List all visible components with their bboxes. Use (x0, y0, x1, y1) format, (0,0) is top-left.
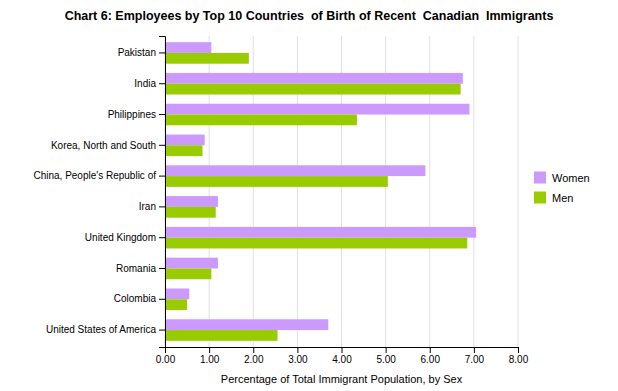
legend-item: Men (534, 192, 573, 204)
y-tick: Romania (116, 263, 165, 274)
x-tick-label: 2.00 (244, 354, 264, 365)
bar (165, 42, 211, 53)
title: Chart 6: Employees by Top 10 Countries o… (65, 9, 554, 23)
x-tick: 6.00 (421, 347, 441, 365)
y-tick: Philippines (108, 109, 165, 120)
y-tick-mark (159, 114, 165, 115)
x-tick-label: 4.00 (332, 354, 352, 365)
y-axis-line (159, 37, 166, 348)
series (165, 42, 476, 330)
chart: Chart 6: Employees by Top 10 Countries o… (0, 0, 618, 391)
bar (165, 238, 467, 249)
bar (165, 268, 211, 279)
legend-label: Women (552, 172, 590, 184)
x-axis: 0.00 1.00 2.00 3.00 4.00 5.00 6.00 7.00 8.00 (156, 347, 529, 365)
y-tick-label: Korea, North and South (51, 140, 156, 151)
grid (165, 36, 518, 347)
y-tick: Colombia (114, 293, 165, 304)
y-tick: United States of America (46, 324, 165, 335)
y-tick-mark (159, 268, 165, 269)
legend-item: Women (534, 172, 590, 184)
x-tick: 8.00 (509, 347, 529, 365)
y-tick-mark (159, 299, 165, 300)
x-tick-mark (297, 347, 298, 353)
x-tick-label: 3.00 (288, 354, 308, 365)
bar (165, 227, 476, 238)
bars (165, 42, 476, 341)
bar (165, 258, 218, 269)
y-tick: Pakistan (118, 47, 165, 58)
y-tick-mark (159, 145, 165, 146)
y-tick-mark (159, 52, 165, 53)
x-tick: 7.00 (465, 347, 485, 365)
x-tick: 0.00 (156, 347, 176, 365)
y-tick-mark (159, 237, 165, 238)
x-tick: 3.00 (288, 347, 308, 365)
bar (165, 299, 187, 310)
x-tick: 2.00 (244, 347, 264, 365)
y-tick-label: Pakistan (118, 47, 156, 58)
y-tick: China, People's Republic of (33, 170, 165, 181)
y-tick-label: India (134, 78, 156, 89)
y-tick-label: China, People's Republic of (33, 170, 156, 181)
x-tick-label: 0.00 (156, 354, 176, 365)
bar (165, 135, 205, 146)
x-tick-mark (342, 347, 343, 353)
grid-line (518, 36, 519, 347)
x-tick-mark (253, 347, 254, 353)
x-tick-label: 1.00 (200, 354, 220, 365)
series (165, 53, 467, 341)
y-tick-label: Philippines (108, 109, 156, 120)
x-tick: 4.00 (332, 347, 352, 365)
bar (165, 196, 218, 207)
x-tick-mark (518, 347, 519, 353)
y-tick: Korea, North and South (51, 140, 165, 151)
y-tick: Iran (139, 201, 165, 212)
bar (165, 84, 461, 95)
y-tick-label: United States of America (46, 324, 156, 335)
legend-label: Men (552, 192, 573, 204)
legend: Women Men (534, 172, 590, 204)
x-tick-label: 6.00 (421, 354, 441, 365)
x-tick-mark (430, 347, 431, 353)
y-axis: United States of America Colombia Romania U… (33, 37, 165, 348)
bar (165, 115, 357, 126)
legend-swatch (534, 172, 546, 184)
y-tick-label: Iran (139, 201, 156, 212)
y-tick-mark (159, 176, 165, 177)
bar (165, 53, 249, 64)
x-tick-label: 8.00 (509, 354, 529, 365)
y-tick: United Kingdom (85, 232, 165, 243)
x-tick-mark (474, 347, 475, 353)
legend-swatch (534, 192, 546, 204)
x-tick-mark (209, 347, 210, 353)
grid-line (473, 36, 474, 347)
x-tick-label: 5.00 (376, 354, 396, 365)
x-tick: 5.00 (376, 347, 396, 365)
bar (165, 145, 203, 156)
y-tick-mark (159, 83, 165, 84)
y-tick-label: Romania (116, 263, 156, 274)
bar (165, 104, 469, 115)
plot: 0.00 1.00 2.00 3.00 4.00 5.00 6.00 7.00 8.00 Unit… (33, 36, 528, 385)
bar (165, 330, 278, 341)
x-tick-mark (386, 347, 387, 353)
bar (165, 176, 388, 187)
x-axis-line (166, 348, 519, 354)
bar (165, 165, 425, 176)
y-tick-mark (159, 330, 165, 331)
bar (165, 288, 189, 299)
y-tick-label: Colombia (114, 293, 157, 304)
bar (165, 73, 463, 84)
x-tick: 1.00 (200, 347, 220, 365)
y-tick-mark (159, 206, 165, 207)
bar (165, 319, 328, 330)
x-axis-title: Percentage of Total Immigrant Population… (221, 373, 463, 385)
y-tick: India (134, 78, 165, 89)
y-tick-label: United Kingdom (85, 232, 156, 243)
x-tick-label: 7.00 (465, 354, 485, 365)
bar (165, 207, 216, 218)
